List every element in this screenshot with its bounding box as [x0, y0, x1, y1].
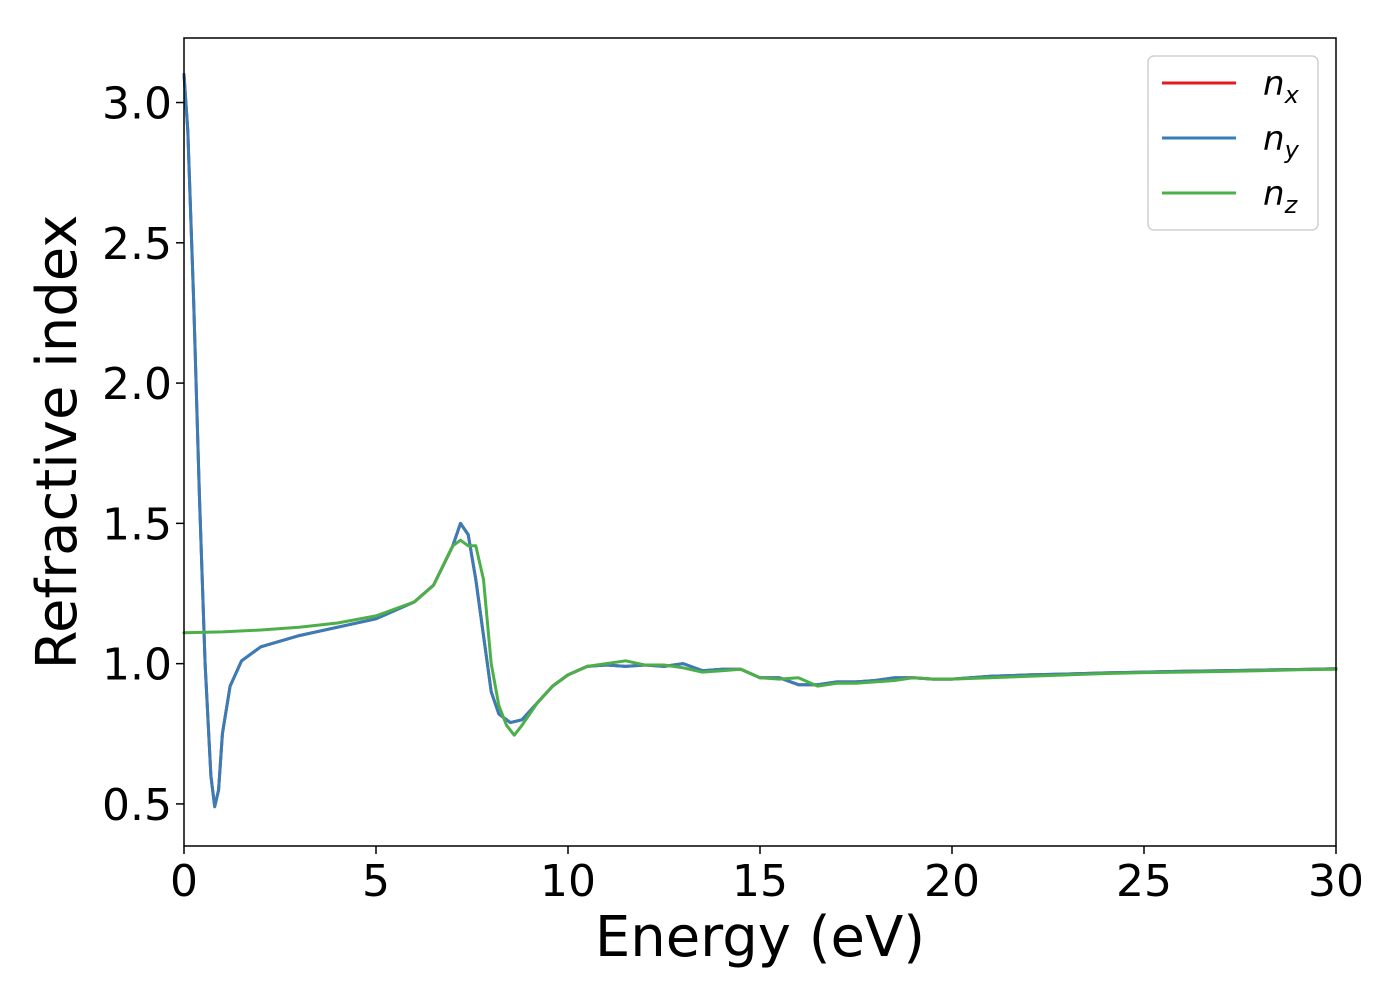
y-axis-label: Refractive index [25, 215, 90, 670]
y-axis: 0.5 1.0 1.5 2.0 2.5 3.0 [102, 79, 184, 831]
y-tick-label: 1.0 [102, 640, 172, 691]
y-tick-label: 2.0 [102, 359, 172, 410]
x-tick-label: 20 [924, 856, 980, 907]
x-tick-label: 15 [732, 856, 788, 907]
legend-frame [1147, 55, 1319, 231]
y-tick-label: 2.5 [102, 219, 172, 270]
series-layer [182, 73, 1338, 809]
plot-background [184, 38, 1336, 846]
x-tick-label: 30 [1308, 856, 1364, 907]
x-tick-label: 10 [540, 856, 596, 907]
y-tick-label: 3.0 [102, 79, 172, 130]
legend: nx ny nz [1147, 55, 1319, 231]
series-line-n-z [182, 538, 1338, 737]
x-axis: 0 5 10 15 20 25 30 [170, 846, 1364, 907]
legend-label-n-z: nz [1263, 174, 1299, 219]
x-tick-label: 0 [170, 856, 198, 907]
x-axis-label: Energy (eV) [595, 905, 925, 970]
legend-label-n-y: ny [1263, 119, 1300, 164]
x-tick-label: 25 [1116, 856, 1172, 907]
legend-label-n-x: nx [1263, 64, 1300, 109]
x-tick-label: 5 [362, 856, 390, 907]
y-tick-label: 1.5 [102, 499, 172, 550]
y-tick-label: 0.5 [102, 780, 172, 831]
legend-items: nx ny nz [1162, 64, 1300, 219]
